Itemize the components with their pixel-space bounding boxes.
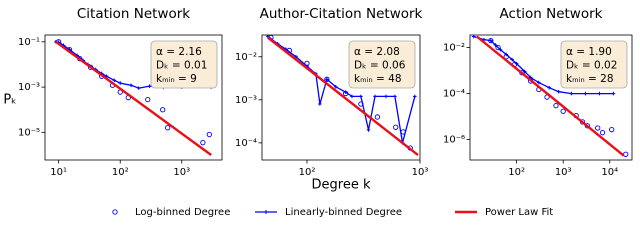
- x-tick-label: 10²: [112, 167, 129, 178]
- point-marker: [393, 94, 397, 99]
- point-marker: [366, 128, 371, 132]
- point: [206, 131, 212, 138]
- panel-title: Author-Citation Network: [260, 6, 423, 22]
- point: [165, 125, 171, 131]
- point-marker: [373, 94, 377, 99]
- x-tick-label: 10²: [508, 167, 525, 178]
- point-marker: [498, 47, 503, 52]
- annotation-text: α = 2.16: [156, 46, 202, 58]
- point-marker: [350, 94, 354, 99]
- annotation-text: Dₖ = 0.06: [354, 60, 406, 72]
- point-marker: [294, 54, 298, 59]
- point: [609, 127, 615, 133]
- axes-frame: [44, 34, 223, 161]
- point-marker: [597, 91, 602, 96]
- legend-label: Linearly-binned Degree: [285, 207, 402, 218]
- point-marker: [136, 86, 141, 90]
- panel-title: Action Network: [500, 6, 603, 22]
- panel-title: Citation Network: [77, 6, 190, 22]
- point: [553, 102, 559, 109]
- point: [495, 44, 501, 51]
- axes-frame: [261, 34, 421, 161]
- y-tick-label: 10⁻⁵: [18, 127, 40, 138]
- point: [560, 108, 566, 114]
- point-marker: [547, 85, 551, 90]
- point-marker: [147, 84, 152, 88]
- figure: 10¹ 10² 10³ 10⁻¹ 10⁻³ 10⁻⁵ Citation Network Pₖ α…: [3, 6, 633, 218]
- annotation-box: [560, 40, 628, 89]
- point-marker: [522, 69, 527, 74]
- point-marker: [413, 94, 417, 99]
- annotation-text: α = 2.08: [354, 46, 400, 58]
- point-marker: [359, 94, 363, 99]
- legend-marker: [264, 210, 268, 214]
- x-axis-label: Degree k: [312, 178, 371, 193]
- point-marker: [537, 80, 541, 85]
- y-axis-label: Pₖ: [3, 93, 16, 108]
- annotation-box: [348, 40, 416, 89]
- legend-label: Log-binned Degree: [135, 207, 230, 218]
- x-tick-label: 10³: [173, 167, 190, 178]
- point-marker: [318, 102, 322, 106]
- annotation-text: α = 1.90: [566, 46, 612, 58]
- x-tick-label: 10⁴: [601, 167, 618, 178]
- point-marker: [384, 94, 388, 99]
- annotation-box: [150, 40, 218, 89]
- annotation-text: kₘᵢₙ = 28: [566, 73, 614, 85]
- point-marker: [118, 81, 123, 85]
- point-marker: [129, 83, 133, 88]
- point-marker: [583, 91, 588, 96]
- point: [595, 125, 601, 131]
- fit-line: [476, 35, 625, 157]
- x-tick-label: 10²: [299, 167, 316, 178]
- legend-label: Power Law Fit: [485, 207, 553, 218]
- point-marker: [343, 90, 348, 95]
- y-tick-label: 10⁻³: [18, 82, 40, 93]
- annotation-text: kₘᵢₙ = 9: [156, 73, 197, 85]
- point: [374, 114, 381, 120]
- point-marker: [493, 43, 498, 47]
- legend-marker: [112, 209, 118, 215]
- y-tick-label: 10⁻⁴: [443, 89, 465, 100]
- point-marker: [556, 89, 561, 94]
- point: [145, 96, 151, 103]
- point: [160, 107, 166, 113]
- fit-line: [55, 40, 212, 156]
- x-tick-label: 10³: [555, 167, 572, 178]
- point-marker: [489, 38, 493, 43]
- y-tick-label: 10⁻⁴: [235, 138, 257, 149]
- fit-line: [267, 36, 419, 157]
- y-tick-label: 10⁻⁶: [443, 135, 465, 146]
- point-marker: [334, 85, 338, 89]
- x-tick-label: 10¹: [50, 167, 67, 178]
- point-marker: [504, 52, 509, 57]
- point: [599, 130, 606, 136]
- x-tick-label: 10³: [412, 167, 429, 178]
- y-tick-label: 10⁻²: [235, 52, 257, 63]
- annotation-text: Dₖ = 0.01: [156, 60, 207, 72]
- point: [623, 151, 629, 157]
- point-marker: [510, 57, 514, 62]
- point-marker: [514, 61, 519, 66]
- y-tick-label: 10⁻¹: [18, 37, 40, 48]
- point-marker: [611, 91, 616, 96]
- plot-area: [471, 35, 629, 157]
- annotation-text: Dₖ = 0.02: [566, 60, 617, 72]
- y-tick-label: 10⁻²: [443, 43, 465, 54]
- point-marker: [112, 78, 117, 83]
- point: [200, 140, 206, 146]
- point-marker: [325, 77, 329, 82]
- plot-area: [265, 35, 419, 157]
- point-marker: [569, 91, 574, 96]
- annotation-text: kₘᵢₙ = 48: [354, 73, 402, 85]
- y-tick-label: 10⁻³: [235, 95, 257, 106]
- point: [393, 124, 399, 130]
- axes-frame: [469, 34, 633, 161]
